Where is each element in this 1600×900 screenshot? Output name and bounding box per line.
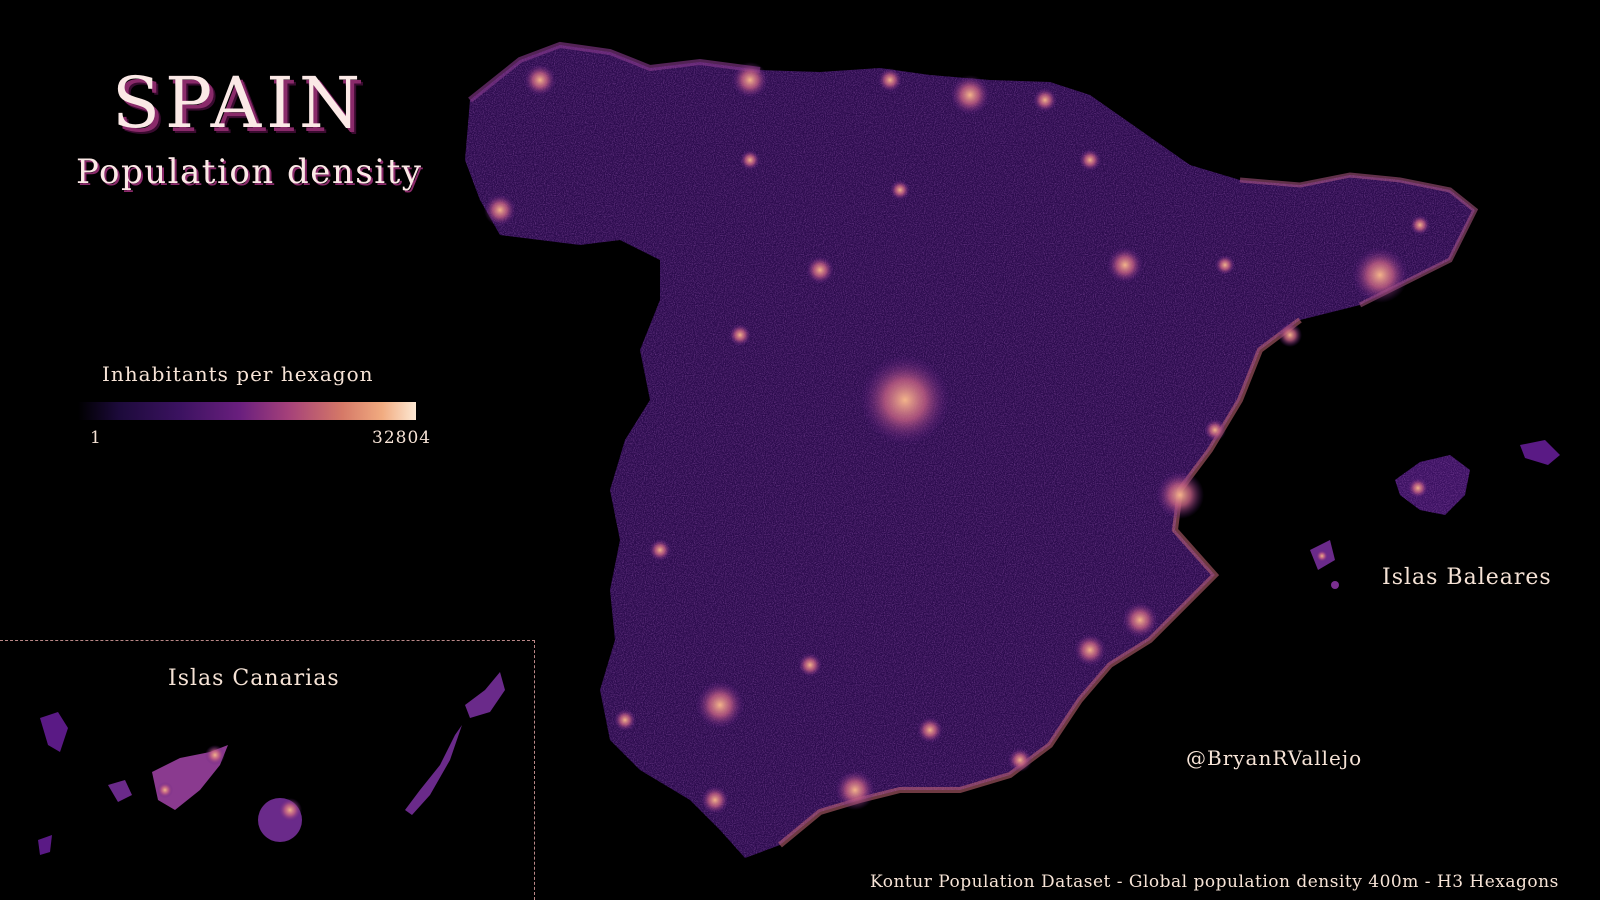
lleida-area [1215,255,1235,275]
coruna-area [524,64,556,96]
data-source: Kontur Population Dataset - Global popul… [870,872,1559,892]
zaragoza-area [1107,247,1143,283]
almeria-area [1008,748,1032,772]
sevilla-area [696,681,744,729]
balearic-islands [1310,440,1560,589]
santander-area [878,68,902,92]
castellon-area [1204,419,1226,441]
salamanca-area [729,324,751,346]
badajoz-area [649,539,671,561]
tarragona-area [1278,323,1302,347]
legend-min-label: 1 [90,428,101,448]
pamplona-area [1079,149,1101,171]
canary-islands-label: Islas Canarias [168,666,340,691]
cadiz-area [701,786,729,814]
madrid-area [860,355,950,445]
sansebastian-area [1033,88,1057,112]
canary-islands-inset-frame [0,640,535,900]
leon-area [740,150,760,170]
asturias-area [732,62,768,98]
huelva-area [614,709,636,731]
valladolid-area [806,256,834,284]
legend-color-ramp [78,402,416,420]
girona-area [1410,215,1430,235]
vigo-area [484,194,516,226]
mainland-spain [465,41,1479,858]
urban-areas [484,62,1430,814]
cordoba-area [798,653,822,677]
legend-max-label: 32804 [372,428,432,448]
map-subtitle: Population density [76,152,423,192]
murcia-area [1074,634,1106,666]
author-credit: @BryanRVallejo [1186,746,1363,770]
barcelona-area [1352,247,1408,303]
malaga-area [835,770,875,810]
granada-area [917,717,943,743]
balearic-islands-label: Islas Baleares [1382,565,1552,590]
canary-islands [38,672,505,855]
bilbao-area [950,75,990,115]
map-title: SPAIN [112,62,366,144]
alicante-area [1122,602,1158,638]
burgos-area [890,180,910,200]
valencia-area [1156,471,1204,519]
legend-title: Inhabitants per hexagon [102,362,374,386]
